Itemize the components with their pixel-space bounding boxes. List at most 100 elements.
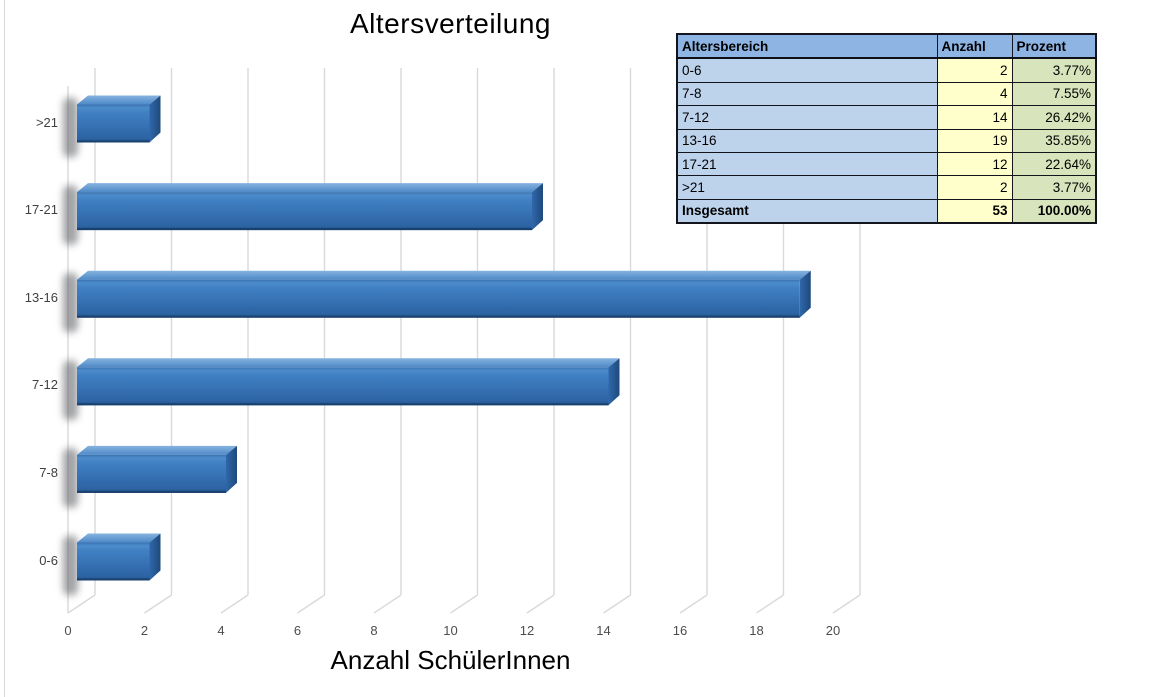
y-category-label: >21 bbox=[35, 114, 58, 130]
table-row: 7-8 4 7.55% bbox=[676, 81, 1097, 107]
bar-7-8 bbox=[63, 445, 237, 508]
bar-17-21 bbox=[63, 183, 543, 246]
cell-anzahl: 2 bbox=[936, 175, 1013, 200]
x-tick-label: 2 bbox=[140, 623, 149, 638]
cell-altersbereich: 7-8 bbox=[676, 81, 938, 107]
x-tick-label: 6 bbox=[293, 623, 302, 638]
x-tick-label: 10 bbox=[443, 623, 458, 638]
bar-side-face bbox=[532, 183, 543, 231]
bar-front-face bbox=[77, 542, 150, 581]
bar-bottom-edge bbox=[77, 490, 226, 493]
table-total-row: Insgesamt 53 100.00% bbox=[676, 198, 1097, 224]
bar-side-face bbox=[149, 533, 161, 581]
data-table: Altersbereich Anzahl Prozent 0-6 2 3.77% 7-… bbox=[676, 33, 1097, 225]
gridline-floor-foot bbox=[144, 594, 172, 614]
header-altersbereich: Altersbereich bbox=[676, 33, 938, 60]
gridline-floor-foot bbox=[297, 594, 325, 614]
bar-bottom-edge bbox=[77, 315, 800, 318]
gridline-floor-foot bbox=[756, 594, 784, 614]
gridline-floor-foot bbox=[526, 594, 555, 614]
gridline-floor-foot bbox=[373, 594, 402, 614]
bar-bottom-edge bbox=[77, 228, 532, 231]
bar-front-face bbox=[77, 454, 226, 493]
bar-13-16 bbox=[63, 270, 811, 333]
bar-side-face bbox=[226, 445, 237, 493]
bar-top-face bbox=[77, 270, 811, 280]
bar-shadow bbox=[63, 185, 78, 246]
cell-prozent: 3.77% bbox=[1011, 175, 1097, 200]
x-tick-label: 20 bbox=[825, 623, 841, 638]
bar-side-face bbox=[608, 358, 620, 406]
cell-prozent: 7.55% bbox=[1011, 81, 1097, 107]
bar-front-face bbox=[77, 279, 800, 318]
y-category-label: 7-12 bbox=[31, 377, 58, 393]
x-tick-label: 12 bbox=[519, 623, 535, 638]
chart-object-left-border bbox=[4, 0, 5, 697]
bar-shadow bbox=[63, 272, 78, 333]
cell-prozent: 35.85% bbox=[1011, 128, 1097, 153]
cell-prozent: 22.64% bbox=[1011, 151, 1097, 177]
table-row: 0-6 2 3.77% bbox=[676, 57, 1097, 83]
x-tick-label: 14 bbox=[596, 623, 611, 638]
bar-shadow bbox=[63, 447, 78, 508]
bar-shadow bbox=[63, 360, 78, 421]
header-prozent: Prozent bbox=[1011, 33, 1097, 60]
table-row: 13-16 19 35.85% bbox=[676, 128, 1097, 153]
gridline-floor-foot bbox=[832, 594, 861, 614]
bar-bottom-edge bbox=[77, 578, 150, 581]
cell-altersbereich: >21 bbox=[676, 175, 938, 200]
x-tick-label: 8 bbox=[370, 623, 378, 638]
cell-anzahl: 12 bbox=[936, 151, 1013, 177]
bar-7-12 bbox=[63, 358, 620, 421]
total-count: 53 bbox=[936, 198, 1013, 224]
gridline-floor-foot bbox=[220, 594, 249, 614]
bar->21 bbox=[63, 95, 161, 158]
gridline-floor-foot bbox=[67, 594, 96, 614]
bar-bottom-edge bbox=[77, 140, 150, 143]
bar-shadow bbox=[63, 535, 78, 596]
x-tick-label: 16 bbox=[672, 623, 688, 638]
bar-shadow bbox=[63, 97, 78, 158]
cell-altersbereich: 0-6 bbox=[676, 57, 938, 83]
bar-bottom-edge bbox=[77, 403, 609, 406]
bar-front-face bbox=[77, 104, 150, 143]
bar-top-face bbox=[77, 533, 161, 543]
bar-front-face bbox=[77, 192, 532, 231]
total-percent: 100.00% bbox=[1011, 198, 1097, 224]
cell-altersbereich: 13-16 bbox=[676, 128, 938, 153]
y-category-label: 0-6 bbox=[39, 552, 58, 568]
x-tick-label: 18 bbox=[749, 623, 764, 638]
y-category-label: 7-8 bbox=[39, 464, 58, 480]
cell-altersbereich: 7-12 bbox=[676, 105, 938, 130]
bar-top-face bbox=[77, 445, 237, 455]
table-header-row: Altersbereich Anzahl Prozent bbox=[676, 33, 1097, 60]
y-category-label: 17-21 bbox=[24, 202, 58, 218]
bar-top-face bbox=[77, 95, 161, 105]
cell-prozent: 26.42% bbox=[1011, 105, 1097, 130]
gridline-floor-foot bbox=[603, 594, 631, 614]
bar-top-face bbox=[77, 358, 620, 368]
x-tick-label: 4 bbox=[217, 623, 225, 638]
bar-series bbox=[63, 95, 811, 596]
cell-prozent: 3.77% bbox=[1011, 57, 1097, 83]
gridline-floor-foot bbox=[450, 594, 478, 614]
cell-anzahl: 2 bbox=[936, 57, 1013, 83]
bar-top-face bbox=[77, 183, 543, 193]
chart-title: Altersverteilung bbox=[350, 8, 551, 39]
bar-side-face bbox=[149, 95, 161, 143]
value-axis-title: Anzahl SchülerInnen bbox=[330, 645, 571, 675]
table-row: >21 2 3.77% bbox=[676, 175, 1097, 200]
y-category-label: 13-16 bbox=[24, 289, 58, 305]
x-tick-label: 0 bbox=[64, 623, 72, 638]
cell-anzahl: 14 bbox=[936, 105, 1013, 130]
table-row: 7-12 14 26.42% bbox=[676, 105, 1097, 130]
header-anzahl: Anzahl bbox=[936, 33, 1013, 60]
cell-anzahl: 4 bbox=[936, 81, 1013, 107]
bar-side-face bbox=[799, 270, 811, 318]
cell-altersbereich: 17-21 bbox=[676, 151, 938, 177]
cell-anzahl: 19 bbox=[936, 128, 1013, 153]
gridline-floor-foot bbox=[679, 594, 708, 614]
total-label: Insgesamt bbox=[676, 198, 938, 224]
